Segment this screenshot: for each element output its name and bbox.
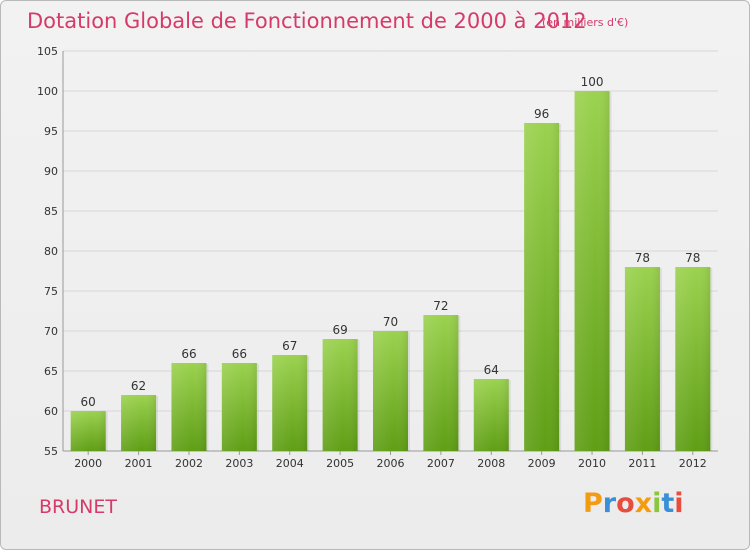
y-tick-label: 90 [44,165,58,178]
x-tick-label: 2007 [427,457,455,470]
bar-highlight [624,267,660,451]
data-labels: 60 62 66 66 67 69 70 72 64 96 100 78 78 [81,75,701,409]
chart-unit-label: (en milliers d'€) [542,16,629,29]
bar-highlight [524,123,560,451]
bar-highlight [221,363,257,451]
proxiti-logo[interactable]: Proxiti [583,488,684,519]
bar-highlight [322,339,358,451]
x-tick-label: 2005 [326,457,354,470]
logo-letter: x [634,488,653,519]
bar-highlight [70,411,106,451]
data-label: 66 [181,347,196,361]
logo-letter: i [674,488,684,519]
bar-highlight [473,379,509,451]
data-label: 62 [131,379,146,393]
bar-highlight [373,331,408,451]
y-tick-label: 85 [44,205,58,218]
y-tick-label: 80 [44,245,58,258]
bar-highlight [121,395,157,451]
x-tick-label: 2012 [679,457,707,470]
x-tick-label: 2001 [125,457,153,470]
x-tick-label: 2002 [175,457,203,470]
data-label: 67 [282,339,297,353]
x-tick-label: 2000 [74,457,102,470]
logo-letter: t [661,488,675,519]
data-label: 96 [534,107,549,121]
y-tick-label: 95 [44,125,58,138]
commune-name: BRUNET [39,496,117,518]
chart-title: Dotation Globale de Fonctionnement de 20… [27,9,587,33]
data-label: 64 [484,363,499,377]
logo-letter: P [583,488,603,519]
axes: 55 60 65 70 75 80 85 90 95 100 105 2000 2001 2002 2003… [37,45,718,470]
data-label: 66 [232,347,247,361]
logo-letter: r [602,488,617,519]
x-tick-label: 2008 [477,457,505,470]
x-tick-label: 2011 [628,457,656,470]
data-label: 100 [581,75,604,89]
bars [70,91,713,451]
y-tick-label: 100 [37,85,58,98]
y-tick-label: 60 [44,405,58,418]
logo-letter: o [616,488,635,519]
data-label: 78 [685,251,700,265]
bar-highlight [171,363,207,451]
data-label: 69 [332,323,347,337]
bar-highlight [272,355,308,451]
y-tick-label: 75 [44,285,58,298]
y-tick-label: 70 [44,325,58,338]
bar-highlight [574,91,610,451]
data-label: 72 [433,299,448,313]
x-tick-label: 2003 [225,457,253,470]
y-tick-label: 105 [37,45,58,58]
x-tick-label: 2006 [377,457,405,470]
x-tick-label: 2004 [276,457,304,470]
y-tick-label: 55 [44,445,58,458]
y-tick-label: 65 [44,365,58,378]
data-label: 70 [383,315,398,329]
data-label: 60 [81,395,96,409]
x-tick-label: 2010 [578,457,606,470]
data-label: 78 [635,251,650,265]
bar-highlight [675,267,711,451]
bar-highlight [423,315,459,451]
logo-letter: i [652,488,662,519]
x-tick-label: 2009 [528,457,556,470]
